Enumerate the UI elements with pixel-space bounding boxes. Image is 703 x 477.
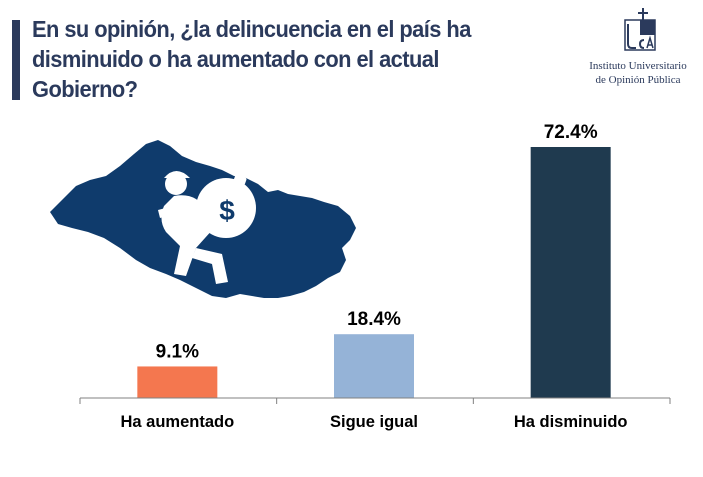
category-label-0: Ha aumentado	[120, 413, 234, 431]
bar-0	[137, 366, 218, 398]
logo-line-1: Instituto Universitario	[589, 60, 687, 72]
category-label-1: Sigue igual	[330, 413, 418, 431]
data-label-0: 9.1%	[156, 341, 199, 362]
dollar-sign-icon: $	[219, 195, 235, 226]
category-label-2: Ha disminuido	[514, 413, 628, 431]
el-salvador-map-icon: $	[50, 140, 356, 298]
data-label-2: 72.4%	[544, 122, 598, 143]
bar-2	[530, 147, 611, 398]
chart-title: En su opinión, ¿la delincuencia en el pa…	[32, 16, 471, 102]
title-accent-bar	[12, 20, 20, 100]
robber-icon	[158, 171, 256, 284]
iudop-logo: Instituto Universitario de Opinión Públi…	[580, 8, 696, 90]
logo-line-2: de Opinión Pública	[595, 74, 681, 86]
bar-1	[334, 334, 414, 398]
data-label-1: 18.4%	[347, 309, 401, 330]
uca-emblem-icon	[624, 8, 656, 51]
